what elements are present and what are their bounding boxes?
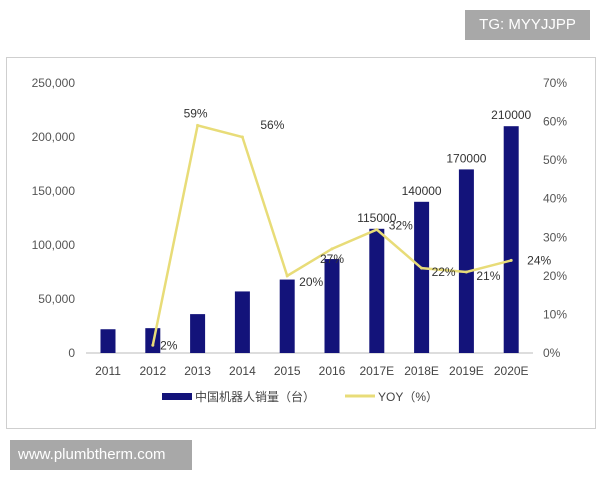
- yoy-point-2014: [240, 135, 244, 139]
- yoy-point-2020E: [509, 258, 513, 262]
- yoy-data-label: 32%: [389, 219, 413, 233]
- y-right-tick-label: 50%: [543, 153, 567, 167]
- y-right-tick-label: 30%: [543, 230, 567, 244]
- yoy-point-2017E: [375, 228, 379, 232]
- bar-2016: [324, 259, 340, 353]
- bar-2013: [190, 314, 206, 353]
- y-left-tick-label: 150,000: [32, 184, 76, 198]
- x-tick-label: 2014: [229, 364, 256, 378]
- y-left-tick-label: 50,000: [38, 292, 75, 306]
- x-tick-label: 2012: [139, 364, 166, 378]
- y-left-tick-label: 100,000: [32, 238, 76, 252]
- bar-2018E: [414, 201, 430, 353]
- bar-2011: [100, 329, 116, 353]
- y-left-tick-label: 200,000: [32, 130, 76, 144]
- bar-data-label: 115000: [357, 211, 396, 225]
- y-right-tick-label: 40%: [543, 192, 567, 206]
- bar-data-label: 140000: [402, 184, 442, 198]
- yoy-data-label: 59%: [184, 106, 208, 120]
- yoy-data-label: 20%: [299, 275, 323, 289]
- y-right-tick-label: 20%: [543, 269, 567, 283]
- bar-2015: [279, 279, 295, 353]
- yoy-point-2016: [330, 247, 334, 251]
- yoy-point-2019E: [464, 270, 468, 274]
- yoy-point-2018E: [420, 266, 424, 270]
- bar-2017E: [369, 228, 385, 353]
- y-right-tick-label: 60%: [543, 115, 567, 129]
- yoy-data-label: 22%: [432, 265, 456, 279]
- x-tick-label: 2017E: [359, 364, 394, 378]
- y-left-tick-label: 0: [68, 346, 75, 360]
- legend-bar-label: 中国机器人销量（台）: [195, 389, 315, 404]
- bar-data-label: 170000: [446, 151, 486, 165]
- x-tick-label: 2011: [95, 364, 121, 378]
- y-right-tick-label: 0%: [543, 346, 561, 360]
- x-tick-label: 2018E: [404, 364, 439, 378]
- x-tick-label: 2015: [274, 364, 301, 378]
- yoy-point-2012: [151, 343, 155, 347]
- watermark-tag: TG: MYYJJPP: [465, 10, 590, 40]
- yoy-data-label: 27%: [320, 252, 344, 266]
- y-right-tick-label: 70%: [543, 76, 567, 90]
- yoy-point-2013: [196, 123, 200, 127]
- website-tag: www.plumbtherm.com: [10, 440, 192, 470]
- y-right-tick-label: 10%: [543, 307, 567, 321]
- yoy-data-label: 2%: [160, 338, 178, 352]
- bar-data-label: 210000: [491, 108, 531, 122]
- x-tick-label: 2019E: [449, 364, 484, 378]
- chart-frame: [6, 57, 596, 429]
- legend-line-label: YOY（%）: [378, 390, 438, 404]
- bar-2014: [234, 291, 250, 353]
- x-tick-label: 2020E: [494, 364, 529, 378]
- yoy-point-2015: [285, 274, 289, 278]
- bar-2019E: [458, 169, 474, 353]
- x-tick-label: 2016: [319, 364, 346, 378]
- yoy-data-label: 56%: [260, 118, 284, 132]
- yoy-data-label: 24%: [527, 253, 551, 267]
- yoy-data-label: 21%: [476, 269, 500, 283]
- y-left-tick-label: 250,000: [32, 76, 76, 90]
- bar-2020E: [503, 126, 519, 353]
- legend-bar-swatch: [162, 393, 192, 400]
- x-tick-label: 2013: [184, 364, 211, 378]
